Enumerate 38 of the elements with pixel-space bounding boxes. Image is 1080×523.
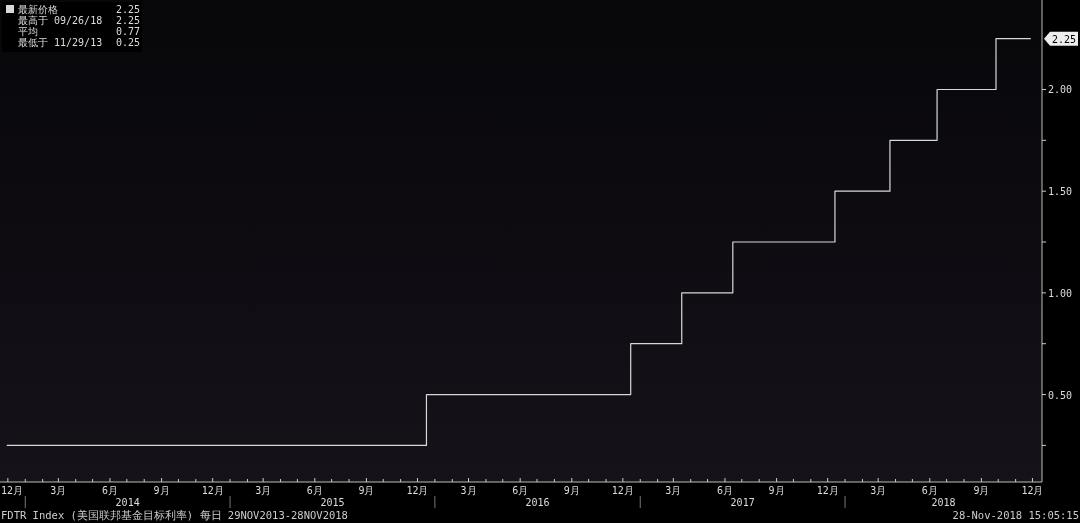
text: 2015	[320, 497, 345, 508]
text: 2.25	[115, 4, 140, 15]
text: 最低于 11/29/13 0.25	[18, 37, 140, 48]
x-tick-label: 12月	[201, 485, 224, 496]
x-tick-label: 6月	[306, 485, 323, 496]
x-tick-label: 9月	[563, 485, 580, 496]
text: 2014	[115, 497, 140, 508]
y-tick-label: 2.00	[1048, 84, 1073, 96]
text: 平均 0.77	[18, 26, 140, 37]
x-tick-label: 12月	[406, 485, 429, 496]
x-tick-label: 6月	[101, 485, 118, 496]
x-tick-label: 12月	[1021, 485, 1044, 496]
x-tick-label: 9月	[358, 485, 375, 496]
text: 最高于 09/26/18 2.25	[18, 15, 140, 26]
x-tick-label: 9月	[153, 485, 170, 496]
x-tick-label: 6月	[921, 485, 938, 496]
legend-label: 最新价格	[18, 4, 58, 15]
text: 2016	[525, 497, 550, 508]
y-tick-label: 1.50	[1048, 186, 1073, 198]
text: 2018	[931, 497, 956, 508]
text: 28-Nov-2018 15:05:15	[952, 509, 1079, 521]
x-tick-label: 6月	[512, 485, 529, 496]
x-tick-label: 12月	[0, 485, 24, 496]
x-tick-label: 3月	[870, 485, 887, 496]
y-tick-label: 0.50	[1048, 389, 1073, 401]
x-tick-label: 3月	[255, 485, 272, 496]
annotation: 2.25	[1052, 33, 1077, 45]
x-tick-label: 12月	[816, 485, 839, 496]
x-tick-label: 12月	[611, 485, 634, 496]
text: FDTR Index (美国联邦基金目标利率) 每日 29NOV2013-28NOV2018	[1, 509, 348, 521]
x-tick-label: 3月	[665, 485, 682, 496]
x-tick-label: 9月	[973, 485, 990, 496]
text: 2017	[730, 497, 755, 508]
x-tick-label: 3月	[460, 485, 477, 496]
x-tick-label: 6月	[716, 485, 733, 496]
y-tick-label: 1.00	[1048, 287, 1073, 299]
x-tick-label: 9月	[768, 485, 785, 496]
x-tick-label: 3月	[50, 485, 67, 496]
